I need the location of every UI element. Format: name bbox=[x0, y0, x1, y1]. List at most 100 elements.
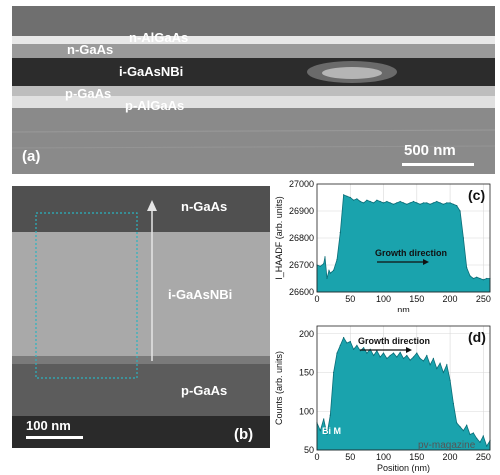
arrow-head-icon bbox=[147, 200, 157, 211]
data-point bbox=[376, 199, 378, 201]
data-point bbox=[416, 202, 418, 204]
data-point bbox=[328, 269, 330, 271]
data-point bbox=[409, 202, 411, 204]
data-point bbox=[476, 276, 478, 278]
y-tick-label: 26900 bbox=[289, 206, 314, 216]
x-tick-label: 200 bbox=[443, 452, 458, 462]
data-point bbox=[402, 357, 405, 360]
data-point bbox=[359, 200, 361, 203]
data-point bbox=[442, 371, 444, 374]
panel-a-label: (a) bbox=[22, 148, 41, 165]
data-point bbox=[343, 194, 345, 196]
y-tick-label: 200 bbox=[299, 329, 314, 339]
x-tick-label: 0 bbox=[314, 294, 319, 304]
data-point bbox=[459, 210, 461, 212]
panel-a-scale-text: 500 nm bbox=[404, 142, 456, 159]
data-point bbox=[366, 352, 368, 354]
data-point bbox=[449, 202, 451, 204]
data-point bbox=[366, 199, 368, 201]
series-label: Bi M bbox=[322, 426, 341, 436]
data-point bbox=[326, 433, 328, 436]
panel-b-scale-text: 100 nm bbox=[26, 418, 71, 433]
y-tick-label: 50 bbox=[304, 445, 314, 455]
panel-b-scale-bar bbox=[26, 436, 83, 439]
y-tick-label: 26700 bbox=[289, 260, 314, 270]
data-point bbox=[482, 435, 484, 437]
x-tick-label: 250 bbox=[476, 452, 491, 462]
y-tick-label: 100 bbox=[299, 406, 314, 416]
data-point bbox=[482, 279, 484, 281]
data-point bbox=[466, 424, 468, 426]
data-point bbox=[323, 263, 325, 265]
data-point bbox=[402, 202, 405, 204]
label-n-gaas-b: n-GaAs bbox=[181, 199, 228, 214]
x-tick-label: 100 bbox=[376, 452, 391, 462]
y-tick-label: 26600 bbox=[289, 287, 314, 297]
data-point bbox=[392, 352, 395, 354]
data-point bbox=[343, 337, 345, 339]
label-n-algaas: n-AlGaAs bbox=[129, 30, 189, 45]
data-point bbox=[426, 202, 428, 204]
data-point bbox=[386, 357, 388, 360]
label-n-gaas-a: n-GaAs bbox=[67, 42, 114, 57]
data-point bbox=[399, 200, 401, 203]
x-tick-label: 50 bbox=[345, 294, 355, 304]
growth-direction-label: Growth direction bbox=[375, 248, 447, 258]
data-point bbox=[479, 441, 481, 443]
data-point bbox=[323, 418, 325, 420]
data-point bbox=[486, 445, 488, 447]
data-point bbox=[324, 256, 326, 258]
x-tick-label: 150 bbox=[409, 294, 424, 304]
data-point bbox=[429, 364, 431, 366]
label-p-gaas-b: p-GaAs bbox=[181, 383, 228, 398]
panel-a-image bbox=[12, 6, 495, 174]
chart-c: 0 50 100 150 200 250 26600 26700 26800 26900 27000… bbox=[272, 180, 500, 312]
data-point bbox=[326, 277, 328, 280]
data-point bbox=[382, 352, 385, 354]
data-point bbox=[349, 340, 351, 343]
panel-b-image bbox=[12, 186, 270, 448]
data-point bbox=[319, 430, 321, 432]
watermark-text: pv-magazine bbox=[418, 440, 476, 451]
data-point bbox=[373, 354, 375, 357]
y-tick-label: 150 bbox=[299, 368, 314, 378]
x-tick-label: 250 bbox=[476, 294, 491, 304]
data-point bbox=[469, 275, 471, 277]
data-point bbox=[439, 362, 441, 364]
data-point bbox=[389, 354, 391, 357]
x-tick-label: 50 bbox=[345, 452, 355, 462]
data-point bbox=[446, 364, 448, 366]
data-point bbox=[459, 426, 461, 428]
data-point bbox=[466, 267, 468, 269]
label-p-gaas-a: p-GaAs bbox=[65, 86, 112, 101]
label-i-gaasnbi-a: i-GaAsNBi bbox=[119, 64, 184, 79]
data-point bbox=[439, 202, 441, 204]
x-tick-label: 200 bbox=[443, 294, 458, 304]
y-tick-label: 26800 bbox=[289, 233, 314, 243]
data-point bbox=[456, 422, 458, 424]
x-tick-label: 0 bbox=[314, 452, 319, 462]
plot-frame bbox=[316, 325, 491, 451]
data-point bbox=[472, 277, 474, 280]
data-point bbox=[329, 414, 331, 416]
data-point bbox=[442, 203, 444, 205]
data-point bbox=[409, 359, 411, 361]
data-point bbox=[446, 202, 448, 204]
plot-frame bbox=[316, 183, 491, 293]
data-point bbox=[479, 277, 481, 280]
data-point bbox=[429, 203, 431, 205]
arrow-head-icon bbox=[406, 347, 412, 353]
y-tick-label: 27000 bbox=[289, 180, 314, 189]
data-point bbox=[379, 356, 381, 358]
data-point bbox=[412, 356, 415, 358]
data-point bbox=[319, 265, 321, 267]
data-point bbox=[456, 205, 458, 207]
data-point bbox=[406, 203, 408, 205]
data-point bbox=[462, 237, 464, 239]
panel-b-micrograph: n-GaAs i-GaAsNBi p-GaAs 100 nm (b) bbox=[12, 186, 270, 448]
data-point bbox=[419, 203, 421, 205]
data-point bbox=[382, 202, 385, 204]
data-point bbox=[353, 199, 355, 201]
x-tick-label: 150 bbox=[409, 452, 424, 462]
data-point bbox=[346, 342, 348, 344]
